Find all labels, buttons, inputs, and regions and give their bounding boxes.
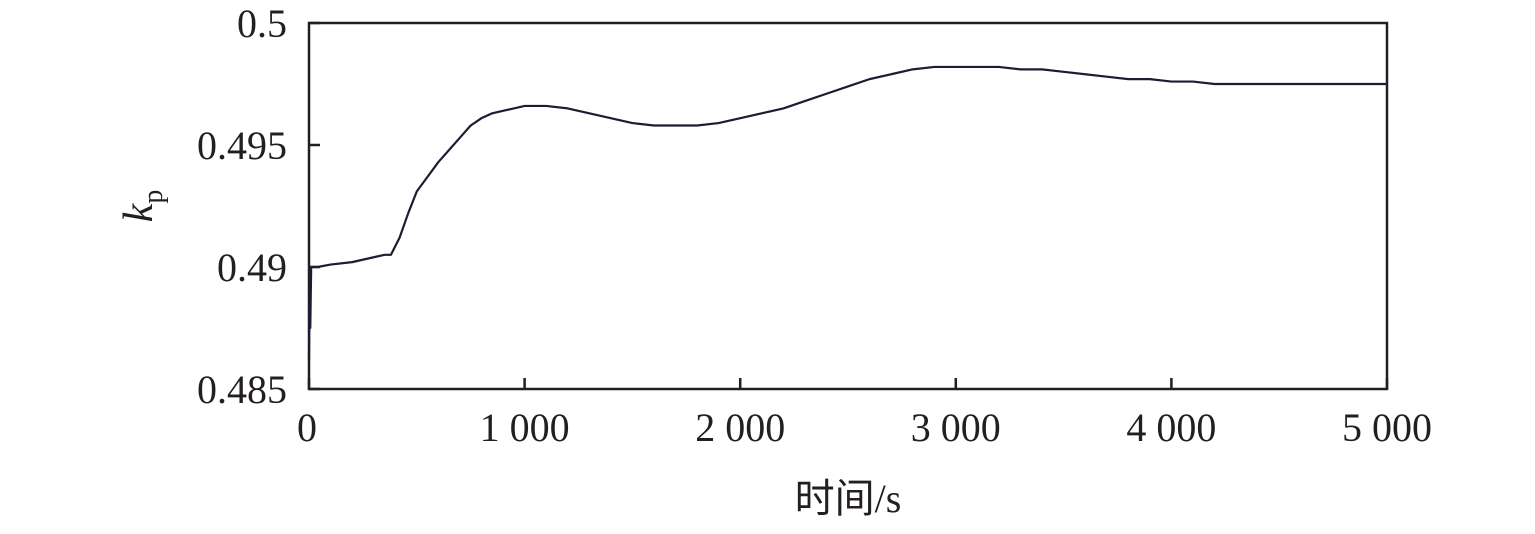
- x-axis-label: 时间/s: [795, 476, 902, 521]
- y-tick-label-2: 0.495: [197, 123, 287, 168]
- x-tick-label-5: 5 000: [1342, 405, 1432, 450]
- y-tick-label-0: 0.485: [197, 367, 287, 412]
- y-tick-labels: 0.485 0.49 0.495 0.5: [197, 1, 287, 412]
- y-tick-label-1: 0.49: [217, 245, 287, 290]
- x-tick-label-1: 1 000: [480, 405, 570, 450]
- plot-frame: [307, 21, 1389, 391]
- x-tick-label-4: 4 000: [1126, 405, 1216, 450]
- axis-ticks: [307, 21, 1389, 391]
- y-axis-label: kp: [116, 190, 169, 223]
- x-tick-label-0: 0: [297, 405, 317, 450]
- x-tick-labels: 0 1 000 2 000 3 000 4 000 5 000: [297, 405, 1432, 450]
- x-tick-label-2: 2 000: [695, 405, 785, 450]
- y-axis-label-sub: p: [138, 190, 169, 204]
- y-tick-label-3: 0.5: [237, 1, 287, 46]
- y-axis-label-main: k: [116, 202, 162, 222]
- x-tick-label-3: 3 000: [911, 405, 1001, 450]
- series-line-kp: [307, 65, 1387, 360]
